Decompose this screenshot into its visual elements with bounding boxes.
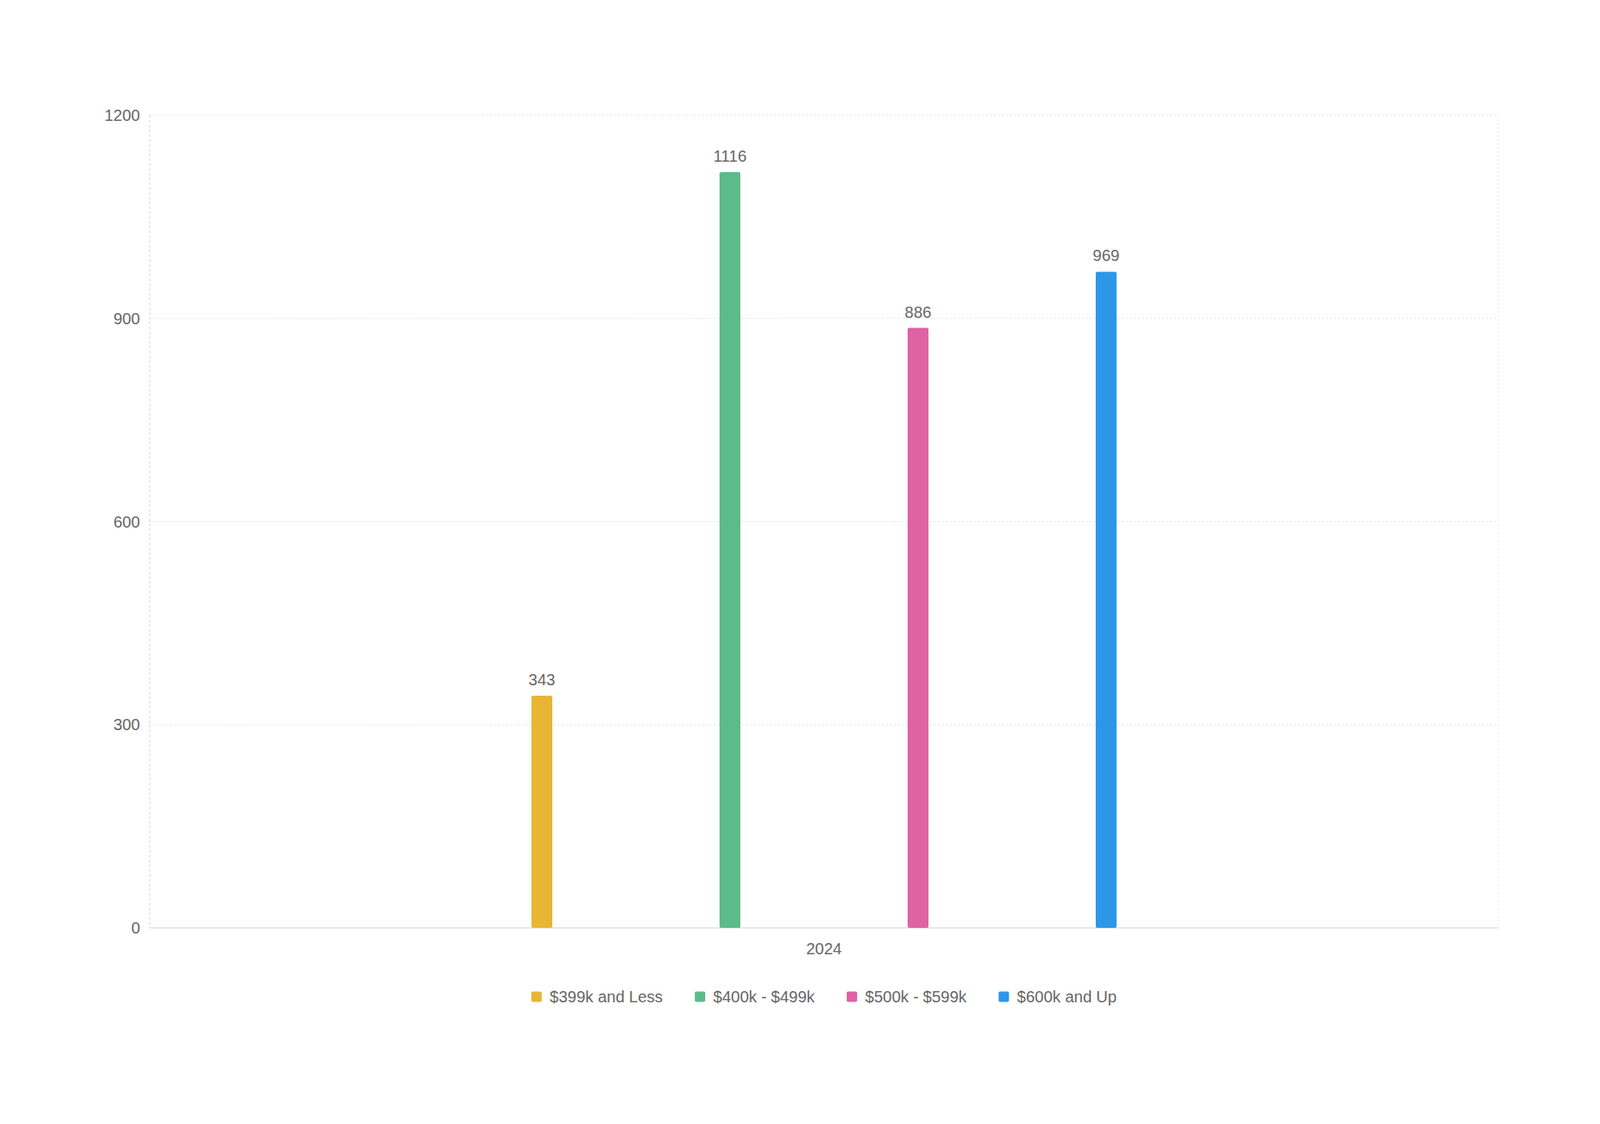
bars bbox=[531, 172, 1117, 928]
data-label: 343 bbox=[528, 670, 555, 689]
grid-line bbox=[149, 724, 1499, 726]
bar bbox=[907, 328, 929, 928]
legend-label: $399k and Less bbox=[549, 987, 663, 1006]
x-tick-label: 2024 bbox=[806, 939, 843, 958]
plot-frame bbox=[1498, 115, 1500, 928]
legend-label: $500k - $599k bbox=[865, 987, 968, 1006]
y-tick-label: 1200 bbox=[104, 106, 141, 125]
legend-marker bbox=[846, 991, 858, 1003]
y-tick-label: 300 bbox=[113, 715, 141, 734]
legend-marker bbox=[531, 991, 542, 1003]
grid-line bbox=[149, 521, 1499, 522]
y-axis-line bbox=[149, 115, 151, 928]
grid-line bbox=[149, 927, 1499, 929]
legend-label: $400k - $499k bbox=[713, 987, 816, 1006]
bar bbox=[1095, 271, 1117, 928]
chart: 0 300 600 900 1200 2024 343 1116 886 969 $399k and… bbox=[0, 0, 1600, 1124]
bar bbox=[719, 172, 741, 928]
legend-marker bbox=[998, 991, 1010, 1003]
data-label: 1116 bbox=[713, 147, 747, 165]
y-tick-label: 0 bbox=[131, 918, 141, 937]
bar bbox=[531, 695, 553, 928]
legend-marker bbox=[694, 991, 706, 1003]
grid-line bbox=[149, 115, 1499, 117]
y-tick-label: 600 bbox=[113, 513, 141, 531]
legend: $399k and Less $400k - $499k $500k - $599k… bbox=[531, 987, 1117, 1006]
data-label: 969 bbox=[1092, 246, 1119, 265]
data-label: 886 bbox=[904, 303, 931, 321]
legend-label: $600k and Up bbox=[1017, 987, 1118, 1006]
y-tick-label: 900 bbox=[113, 309, 141, 328]
grid-line bbox=[149, 317, 1499, 319]
